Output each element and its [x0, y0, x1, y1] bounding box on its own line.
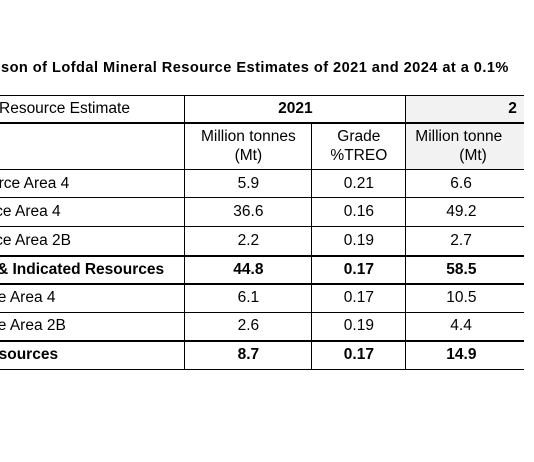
- cell-grade-2021-total: 0.17: [311, 340, 407, 370]
- cell-mt-2021-total: 8.7: [184, 340, 313, 370]
- row-label: ce Area 2B: [0, 312, 186, 342]
- cell-grade-2021: 0.19: [311, 312, 407, 342]
- cell-mt-2021: 5.9: [184, 169, 313, 198]
- cell-mt-2024-total: 14.9: [405, 340, 524, 370]
- row-label: ce Area 4: [0, 283, 186, 313]
- subheader-tonnes-2024: Million tonne (Mt): [405, 122, 524, 170]
- cell-grade-2021: 0.19: [311, 226, 407, 257]
- cell-mt-2021-total: 44.8: [184, 255, 313, 285]
- resource-estimate-table: Resource Estimate 2021 2 Million tonnes …: [0, 95, 524, 370]
- header-year-2021: 2021: [184, 95, 407, 124]
- cell-grade-2021: 0.16: [311, 197, 407, 227]
- row-label: rce Area 4: [0, 197, 186, 227]
- cell-mt-2024: 49.2: [405, 197, 524, 227]
- cell-grade-2021: 0.17: [311, 283, 407, 313]
- cell-mt-2024: 10.5: [405, 283, 524, 313]
- row-label: rce Area 2B: [0, 226, 186, 257]
- header-resource-estimate: Resource Estimate: [0, 95, 186, 124]
- cell-mt-2024: 4.4: [405, 312, 524, 342]
- subheader-blank: [0, 122, 186, 170]
- subheader-tonnes-2021: Million tonnes (Mt): [184, 122, 313, 170]
- cell-mt-2021: 2.6: [184, 312, 313, 342]
- row-label: urce Area 4: [0, 169, 186, 198]
- cell-mt-2021: 36.6: [184, 197, 313, 227]
- subheader-grade-2021: Grade %TREO: [311, 122, 407, 170]
- cell-mt-2024-total: 58.5: [405, 255, 524, 285]
- cell-mt-2021: 2.2: [184, 226, 313, 257]
- cell-mt-2024: 6.6: [405, 169, 524, 198]
- row-label-total: esources: [0, 340, 186, 370]
- cell-grade-2021-total: 0.17: [311, 255, 407, 285]
- table-caption: son of Lofdal Mineral Resource Estimates…: [1, 60, 509, 76]
- header-year-2024: 2: [405, 95, 524, 124]
- cell-mt-2024: 2.7: [405, 226, 524, 257]
- row-label-total: & Indicated Resources: [0, 255, 186, 285]
- cell-mt-2021: 6.1: [184, 283, 313, 313]
- cell-grade-2021: 0.21: [311, 169, 407, 198]
